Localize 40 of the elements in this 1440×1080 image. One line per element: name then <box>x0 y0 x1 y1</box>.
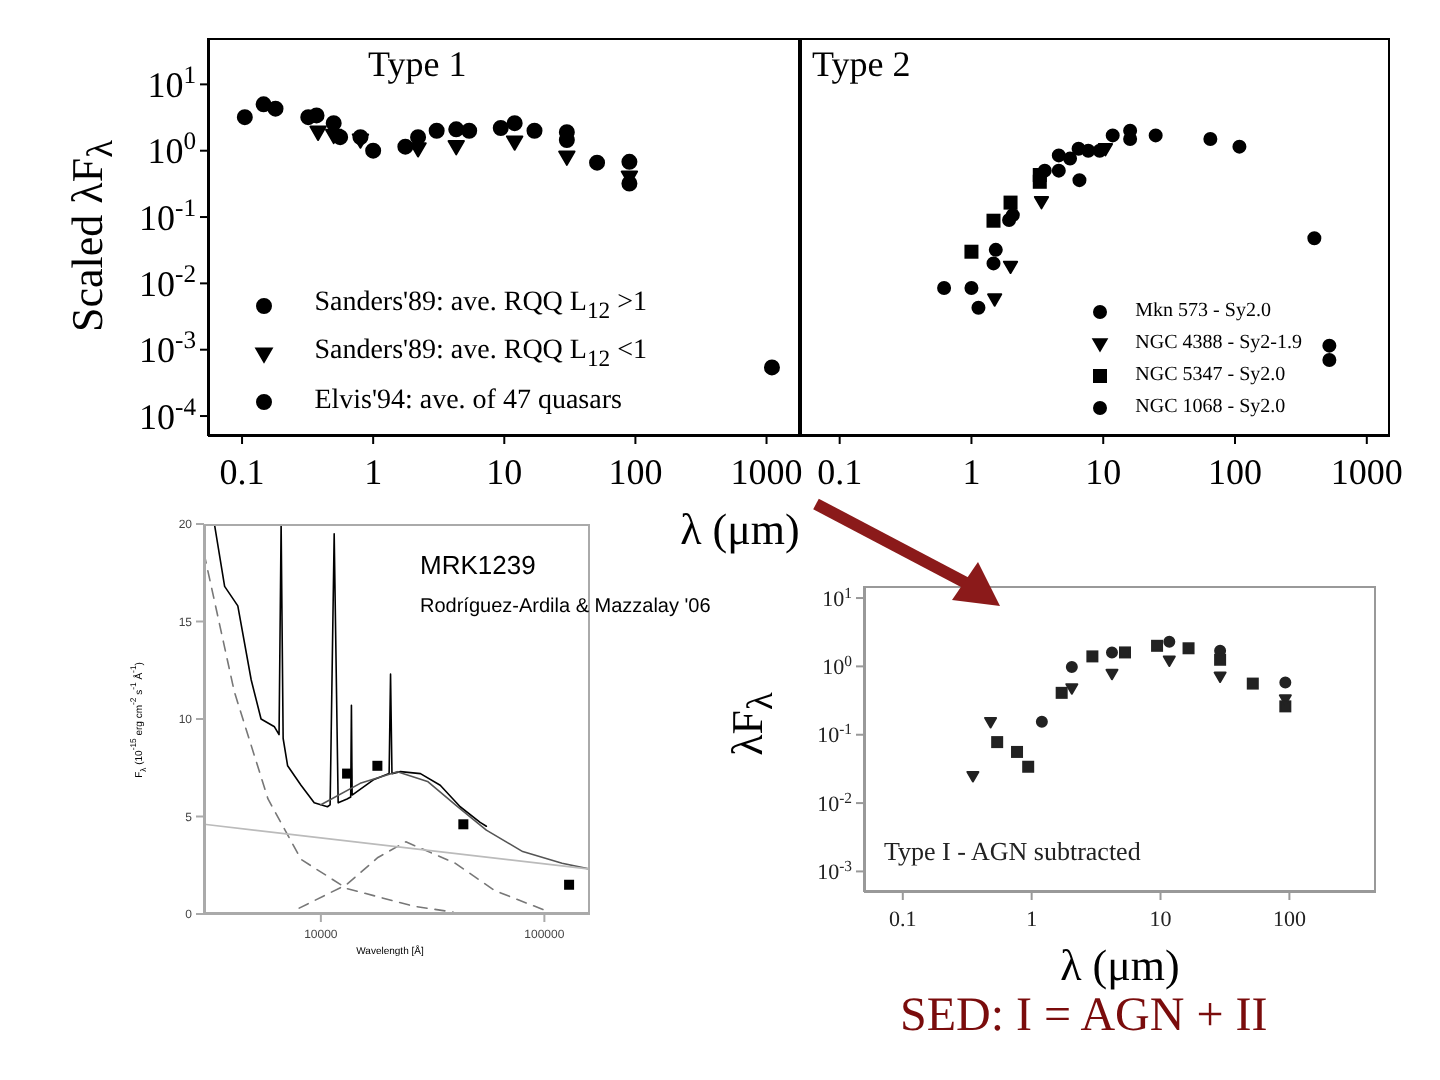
legend-label: NGC 1068 - Sy2.0 <box>1135 394 1286 422</box>
y-tick-label: 10$^{-4}$ <box>139 392 198 437</box>
x-tick-label: 10 <box>486 452 523 492</box>
legend-label: NGC 5347 - Sy2.0 <box>1135 362 1286 390</box>
x-tick-label: 100 <box>608 452 663 492</box>
legend-label: Sanders'89: ave. RQQ L$_{12}$ >1 <box>314 285 648 327</box>
x-tick-label: 0.1 <box>889 908 917 932</box>
y-tick-label: 10$^{-3}$ <box>139 326 196 371</box>
chart-title: Type 1 <box>368 44 467 86</box>
annotation: Type I - AGN subtracted <box>884 836 1141 868</box>
legend-label: Mkn 573 - Sy2.0 <box>1135 298 1271 326</box>
x-tick-label: 1 <box>364 452 383 492</box>
x-tick-label: 1 <box>1026 908 1038 932</box>
x-tick-label: 100 <box>1208 452 1263 492</box>
x-tick-label: 10 <box>1085 452 1122 492</box>
chart-title: Type 2 <box>812 44 911 86</box>
y-tick-label: 10$^{-2}$ <box>139 259 196 304</box>
y-tick-label: 10$^{1}$ <box>822 582 853 612</box>
y-tick-label: 10$^{-1}$ <box>139 193 196 238</box>
y-tick-label: 10$^{0}$ <box>147 127 196 172</box>
x-tick-label: 10 <box>1149 908 1173 932</box>
y-tick-label: 10$^{-1}$ <box>817 719 853 749</box>
x-tick-label: 1 <box>962 452 981 492</box>
x-axis-title: λ (μm) <box>680 504 800 556</box>
y-tick-label: 10$^{1}$ <box>147 60 196 105</box>
x-tick-label: 1000 <box>730 452 803 492</box>
x-tick-label: 100 <box>1272 908 1307 932</box>
annotation: Rodríguez-Ardila & Mazzalay '06 <box>420 596 711 618</box>
annotation: MRK1239 <box>420 550 536 580</box>
legend-label: Elvis'94: ave. of 47 quasars <box>314 383 622 420</box>
text: SED: I = AGN + II <box>900 990 1268 1044</box>
legend-label: NGC 4388 - Sy2-1.9 <box>1135 330 1302 358</box>
x-axis-title: λ (μm) <box>1060 940 1180 992</box>
legend-label: Sanders'89: ave. RQQ L$_{12}$ <1 <box>314 334 648 376</box>
x-tick-label: 0.1 <box>219 452 265 492</box>
y-tick-label: 10$^{-3}$ <box>817 856 853 886</box>
x-tick-label: 1000 <box>1330 452 1403 492</box>
y-tick-label: 10$^{0}$ <box>822 651 853 681</box>
x-tick-label: 0.1 <box>817 452 863 492</box>
y-tick-label: 10$^{-2}$ <box>817 787 853 817</box>
